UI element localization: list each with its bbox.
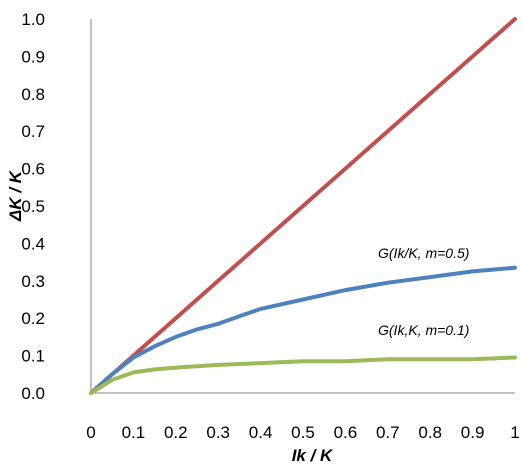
series-line-1: [89, 17, 517, 395]
x-tick-labels: 0 0.1 0.2 0.3 0.4 0.5 0.6 0.7 0.8 0.9 1: [86, 423, 519, 442]
series-label-3: G(Ik,K, m=0.1): [378, 322, 469, 338]
x-tick-label: 0.6: [334, 423, 358, 442]
x-axis-title: Ik / K: [292, 446, 334, 465]
y-tick-label: 0.5: [21, 197, 45, 216]
series-label-2: G(Ik/K, m=0.5): [378, 245, 469, 261]
y-tick-labels: 0.0 0.1 0.2 0.3 0.4 0.5 0.6 0.7 0.8 0.9 1.0: [21, 10, 45, 403]
y-tick-label: 0.1: [21, 347, 45, 366]
x-tick-label: 0.4: [249, 423, 273, 442]
series-line-3: [89, 355, 517, 395]
annotations: G(Ik/K, m=0.5) G(Ik,K, m=0.1): [378, 245, 469, 338]
y-tick-label: 0.2: [21, 309, 45, 328]
y-tick-label: 0.9: [21, 47, 45, 66]
y-tick-label: 0.6: [21, 160, 45, 179]
y-tick-label: 0.7: [21, 122, 45, 141]
x-tick-label: 0: [86, 423, 95, 442]
y-tick-label: 0.3: [21, 272, 45, 291]
x-tick-label: 0.7: [376, 423, 400, 442]
x-tick-label: 0.8: [418, 423, 442, 442]
x-tick-label: 0.2: [164, 423, 188, 442]
y-tick-label: 1.0: [21, 10, 45, 29]
x-tick-label: 1: [510, 423, 519, 442]
x-tick-label: 0.5: [291, 423, 315, 442]
y-tick-label: 0.8: [21, 85, 45, 104]
y-tick-label: 0.0: [21, 384, 45, 403]
y-tick-label: 0.4: [21, 234, 45, 253]
series-lines: [89, 17, 517, 395]
series-line-2: [89, 265, 517, 395]
y-axis-title: ΔK / K: [6, 169, 25, 222]
x-tick-label: 0.3: [206, 423, 230, 442]
x-tick-label: 0.9: [461, 423, 485, 442]
axes: [90, 19, 515, 394]
x-tick-label: 0.1: [122, 423, 146, 442]
